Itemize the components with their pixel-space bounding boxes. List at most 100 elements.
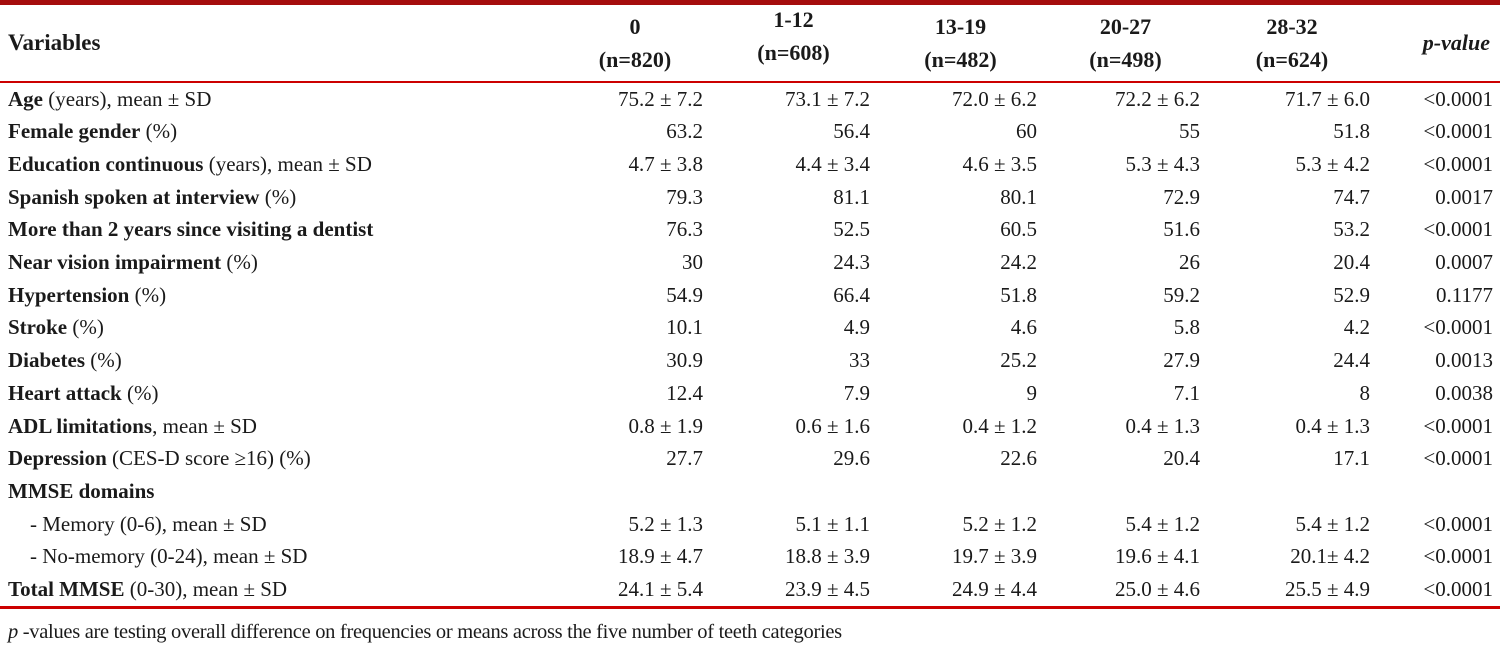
value-cell: 4.7 ± 3.8 — [628, 151, 703, 176]
value-cell: 71.7 ± 6.0 — [1284, 86, 1370, 111]
variable-label: Age (years), mean ± SD — [0, 82, 560, 116]
value-cell: 5.3 ± 4.2 — [1295, 151, 1370, 176]
value-cell: 24.9 ± 4.4 — [951, 577, 1037, 602]
variable-label-bold: Education continuous — [8, 151, 204, 176]
table-row: Female gender (%) 63.2 56.4 60 55 51.8 <0.0001 — [0, 115, 1500, 148]
column-n-label: (n=820) — [598, 46, 672, 72]
variable-label-bold: Near vision impairment — [8, 250, 222, 275]
variable-label-detail: (CES-D score ≥16) (%) — [106, 446, 311, 471]
variable-label-detail: , mean ± SD — [152, 413, 257, 438]
value-cell: 33 — [849, 348, 870, 373]
variable-label: MMSE domains — [0, 475, 560, 508]
p-value-cell: <0.0001 — [1423, 511, 1493, 536]
column-n-label: (n=498) — [1089, 46, 1162, 72]
footnote-p-symbol: p — [8, 620, 18, 643]
table-footnote: p -values are testing overall difference… — [0, 619, 1500, 645]
variable-label-bold: ADL limitations — [8, 413, 153, 438]
value-cell: 75.2 ± 7.2 — [617, 86, 703, 111]
value-cell: 66.4 — [833, 282, 870, 307]
variable-label-bold: MMSE domains — [8, 478, 155, 503]
value-cell: 60 — [1016, 119, 1037, 144]
variable-label-detail: (%) — [85, 348, 122, 373]
variable-label: - Memory (0-6), mean ± SD — [0, 508, 560, 541]
variable-label-bold: Spanish spoken at interview — [8, 184, 260, 209]
value-cell: 24.3 — [833, 250, 870, 275]
value-cell: 4.2 — [1343, 315, 1370, 340]
value-cell: 51.8 — [1333, 119, 1370, 144]
value-cell — [560, 475, 710, 508]
column-header-variables: Variables — [8, 29, 101, 55]
variable-label: Total MMSE (0-30), mean ± SD — [0, 573, 560, 607]
footnote-text: -values are testing overall difference o… — [17, 620, 842, 643]
column-header-teeth-20-27: 20-27 (n=498) — [1044, 3, 1207, 82]
variable-label: Female gender (%) — [0, 115, 560, 148]
value-cell: 18.8 ± 3.9 — [784, 544, 870, 569]
table-header: Variables 0 (n=820) 1-12 (n=608) 13-19 (n=482… — [0, 3, 1500, 82]
value-cell: 80.1 — [1000, 184, 1037, 209]
value-cell: 26 — [1179, 250, 1200, 275]
value-cell: 25.2 — [1000, 348, 1037, 373]
value-cell: 25.5 ± 4.9 — [1284, 577, 1370, 602]
value-cell: 10.1 — [666, 315, 703, 340]
column-header-teeth-1-12: 1-12 (n=608) — [710, 0, 877, 75]
value-cell: 7.9 — [843, 380, 870, 405]
variable-label-detail: (%) — [129, 282, 167, 307]
value-cell: 4.9 — [843, 315, 870, 340]
value-cell: 52.9 — [1333, 282, 1370, 307]
variable-label: Spanish spoken at interview (%) — [0, 181, 560, 214]
p-value-cell: <0.0001 — [1423, 217, 1493, 242]
column-range-label: 13-19 — [934, 13, 987, 39]
variable-label: Education continuous (years), mean ± SD — [0, 148, 560, 181]
variable-label: Stroke (%) — [0, 311, 560, 344]
value-cell — [1207, 475, 1377, 508]
variable-label-detail: (%) — [221, 250, 258, 275]
value-cell: 24.4 — [1333, 348, 1370, 373]
column-range-label: 20-27 — [1099, 13, 1152, 39]
p-value-cell: 0.0017 — [1435, 184, 1493, 209]
p-value-cell: <0.0001 — [1423, 151, 1493, 176]
table-row: Hypertension (%) 54.9 66.4 51.8 59.2 52.9 0.11… — [0, 279, 1500, 312]
value-cell — [1044, 475, 1207, 508]
table-row: Heart attack (%) 12.4 7.9 9 7.1 8 0.0038 — [0, 377, 1500, 410]
value-cell: 53.2 — [1333, 217, 1370, 242]
value-cell: 0.4 ± 1.2 — [962, 413, 1037, 438]
variable-label-bold: Stroke — [8, 315, 68, 340]
value-cell: 56.4 — [833, 119, 870, 144]
table-row: ADL limitations, mean ± SD 0.8 ± 1.9 0.6 ±… — [0, 410, 1500, 443]
p-value-cell: 0.0013 — [1435, 348, 1493, 373]
variable-label: More than 2 years since visiting a denti… — [0, 213, 560, 246]
p-value-cell: 0.1177 — [1436, 282, 1493, 307]
header-row: Variables 0 (n=820) 1-12 (n=608) 13-19 (n=482… — [0, 3, 1500, 82]
value-cell: 0.4 ± 1.3 — [1295, 413, 1370, 438]
column-range-label: 28-32 — [1266, 13, 1318, 39]
p-value-cell: <0.0001 — [1423, 544, 1493, 569]
variable-label-bold: Diabetes — [8, 348, 85, 373]
paper-table-page: Variables 0 (n=820) 1-12 (n=608) 13-19 (n=482… — [0, 0, 1500, 645]
variable-label: Heart attack (%) — [0, 377, 560, 410]
value-cell: 74.7 — [1333, 184, 1370, 209]
value-cell: 63.2 — [666, 119, 703, 144]
column-range-label: 1-12 — [773, 6, 814, 32]
p-value-cell: <0.0001 — [1423, 446, 1493, 471]
value-cell: 4.4 ± 3.4 — [795, 151, 870, 176]
table-row: Total MMSE (0-30), mean ± SD 24.1 ± 5.4 23… — [0, 573, 1500, 607]
p-value-cell: <0.0001 — [1423, 413, 1493, 438]
p-value-cell: <0.0001 — [1423, 315, 1493, 340]
value-cell: 19.7 ± 3.9 — [951, 544, 1037, 569]
value-cell: 30.9 — [666, 348, 703, 373]
variable-label-detail: - Memory (0-6), mean ± SD — [30, 511, 267, 536]
value-cell: 5.2 ± 1.3 — [628, 511, 703, 536]
table-row: Age (years), mean ± SD 75.2 ± 7.2 73.1 ± 7… — [0, 82, 1500, 116]
value-cell: 81.1 — [833, 184, 870, 209]
value-cell: 55 — [1179, 119, 1200, 144]
value-cell: 20.4 — [1163, 446, 1200, 471]
value-cell: 29.6 — [833, 446, 870, 471]
variable-label-detail: (%) — [67, 315, 104, 340]
variable-label: Diabetes (%) — [0, 344, 560, 377]
table-row: MMSE domains — [0, 475, 1500, 508]
variable-label-bold: Age — [8, 86, 43, 111]
column-header-pvalue: p-value — [1422, 29, 1490, 55]
table-body: Age (years), mean ± SD 75.2 ± 7.2 73.1 ± 7… — [0, 82, 1500, 608]
table-row: Diabetes (%) 30.9 33 25.2 27.9 24.4 0.0013 — [0, 344, 1500, 377]
value-cell: 51.6 — [1163, 217, 1200, 242]
